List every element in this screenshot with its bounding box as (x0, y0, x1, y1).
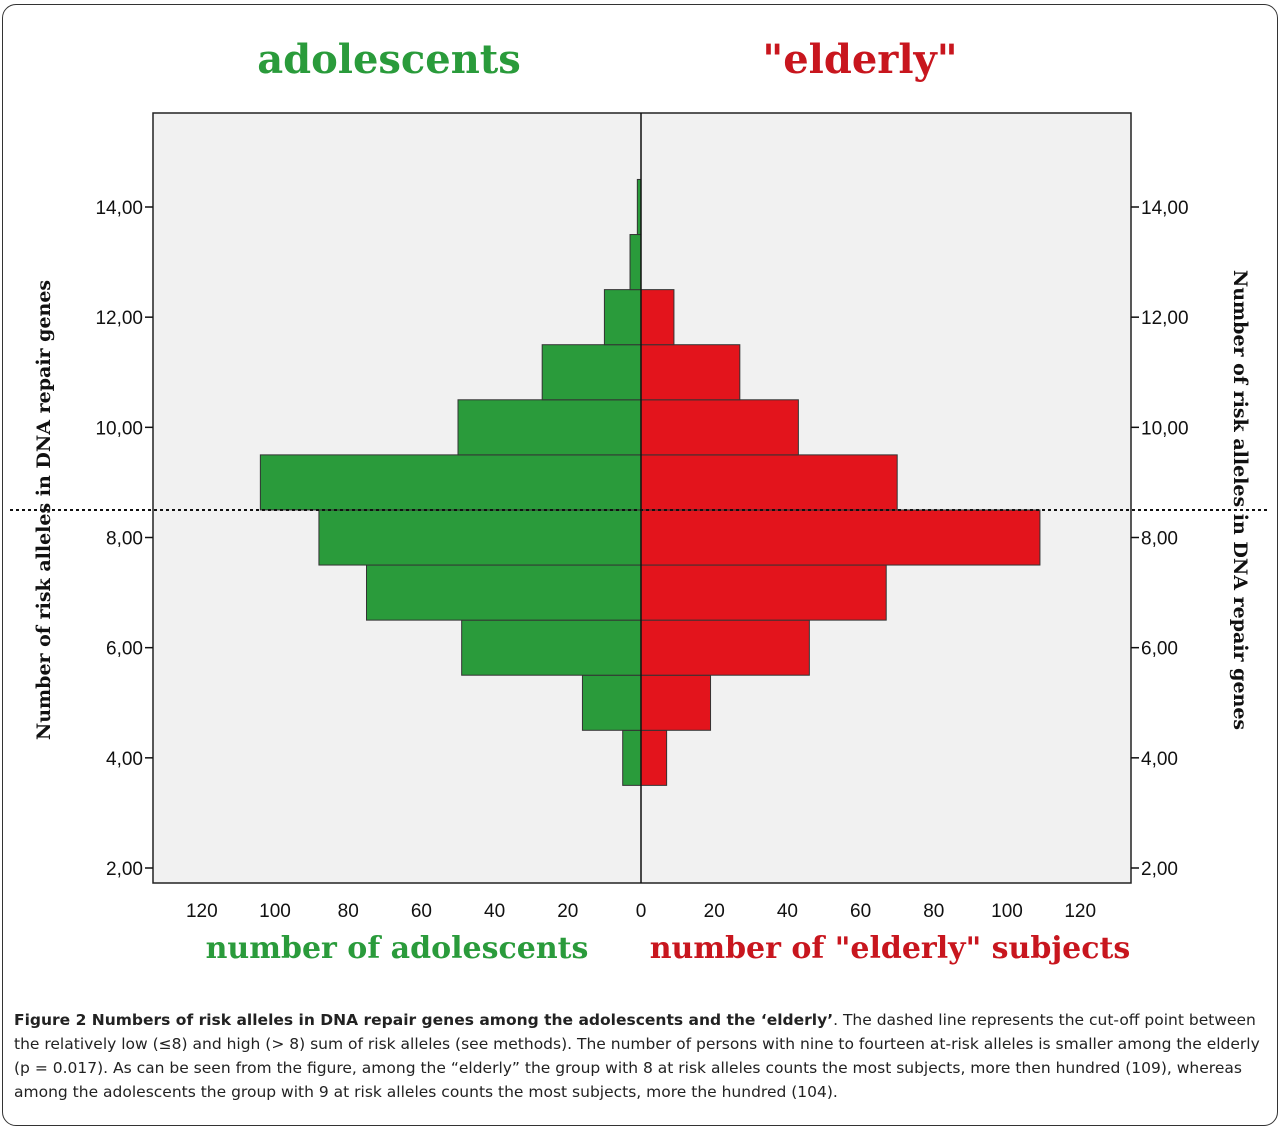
y-tick-label-right: 10,00 (1141, 418, 1189, 439)
x-tick-label-right: 20 (704, 901, 725, 922)
adolescents-bar-7 (366, 564, 642, 621)
y-axis-label-right: Number of risk alleles in DNA repair gen… (1229, 270, 1251, 730)
left-panel-title: adolescents (257, 36, 521, 83)
x-tick-label-right: 80 (923, 901, 944, 922)
x-tick-label-right: 60 (850, 901, 871, 922)
elderly-bar-6 (640, 619, 810, 676)
y-tick-label-right: 4,00 (1141, 749, 1178, 770)
y-tick-label-left: 14,00 (95, 198, 143, 219)
elderly-bar-8 (640, 509, 1041, 566)
right-panel-title: "elderly" (762, 36, 957, 83)
x-tick-label-right: 120 (1064, 901, 1096, 922)
y-tick-label-right: 2,00 (1141, 859, 1178, 880)
x-tick-label-left: 80 (338, 901, 359, 922)
elderly-bar-10 (640, 399, 799, 456)
x-axis-label-left: number of adolescents (206, 931, 589, 966)
population-pyramid-chart: adolescents "elderly" 2,00 2,00 4,00 4,00 6,… (10, 36, 1270, 966)
elderly-bar-9 (640, 454, 898, 511)
adolescents-bar-10 (457, 399, 642, 456)
figure-caption: Figure 2 Numbers of risk alleles in DNA … (14, 1008, 1268, 1104)
y-tick-label-left: 6,00 (106, 639, 143, 660)
x-tick-label-left: 60 (411, 901, 432, 922)
x-tick-label-left: 120 (186, 901, 218, 922)
x-tick-label-right: 100 (991, 901, 1023, 922)
axes-group: 2,00 2,00 4,00 4,00 6,00 6,00 8,00 8,00 10,00 10,… (10, 113, 1270, 922)
y-tick-label-right: 6,00 (1141, 639, 1178, 660)
y-tick-label-left: 4,00 (106, 749, 143, 770)
bars-group (259, 178, 1041, 786)
y-tick-label-left: 8,00 (106, 529, 143, 550)
adolescents-bar-13 (629, 234, 642, 291)
x-axis-label-right: number of "elderly" subjects (650, 931, 1131, 966)
elderly-bar-7 (640, 564, 887, 621)
adolescents-bar-8 (318, 509, 642, 566)
adolescents-bar-5 (581, 674, 642, 731)
adolescents-bar-4 (622, 729, 642, 786)
adolescents-bar-9 (259, 454, 642, 511)
y-tick-label-left: 2,00 (106, 859, 143, 880)
y-tick-label-left: 12,00 (95, 308, 143, 329)
caption-body: . The dashed line represents the cut-off… (14, 1011, 1260, 1101)
y-tick-label-right: 12,00 (1141, 308, 1189, 329)
caption-title: Figure 2 Numbers of risk alleles in DNA … (14, 1011, 834, 1029)
elderly-bar-11 (640, 344, 741, 401)
adolescents-bar-11 (541, 344, 642, 401)
x-tick-label-left: 40 (484, 901, 505, 922)
y-tick-label-right: 8,00 (1141, 529, 1178, 550)
x-tick-label-left: 100 (259, 901, 291, 922)
y-tick-label-left: 10,00 (95, 418, 143, 439)
y-axis-label-left: Number of risk alleles in DNA repair gen… (33, 280, 55, 740)
x-tick-label-left: 20 (557, 901, 578, 922)
adolescents-bar-12 (603, 289, 642, 346)
adolescents-bar-6 (461, 619, 642, 676)
elderly-bar-4 (640, 729, 668, 786)
y-tick-label-right: 14,00 (1141, 198, 1189, 219)
x-tick-label-right: 0 (636, 901, 647, 922)
elderly-bar-5 (640, 674, 712, 731)
elderly-bar-12 (640, 289, 675, 346)
x-tick-label-right: 40 (777, 901, 798, 922)
